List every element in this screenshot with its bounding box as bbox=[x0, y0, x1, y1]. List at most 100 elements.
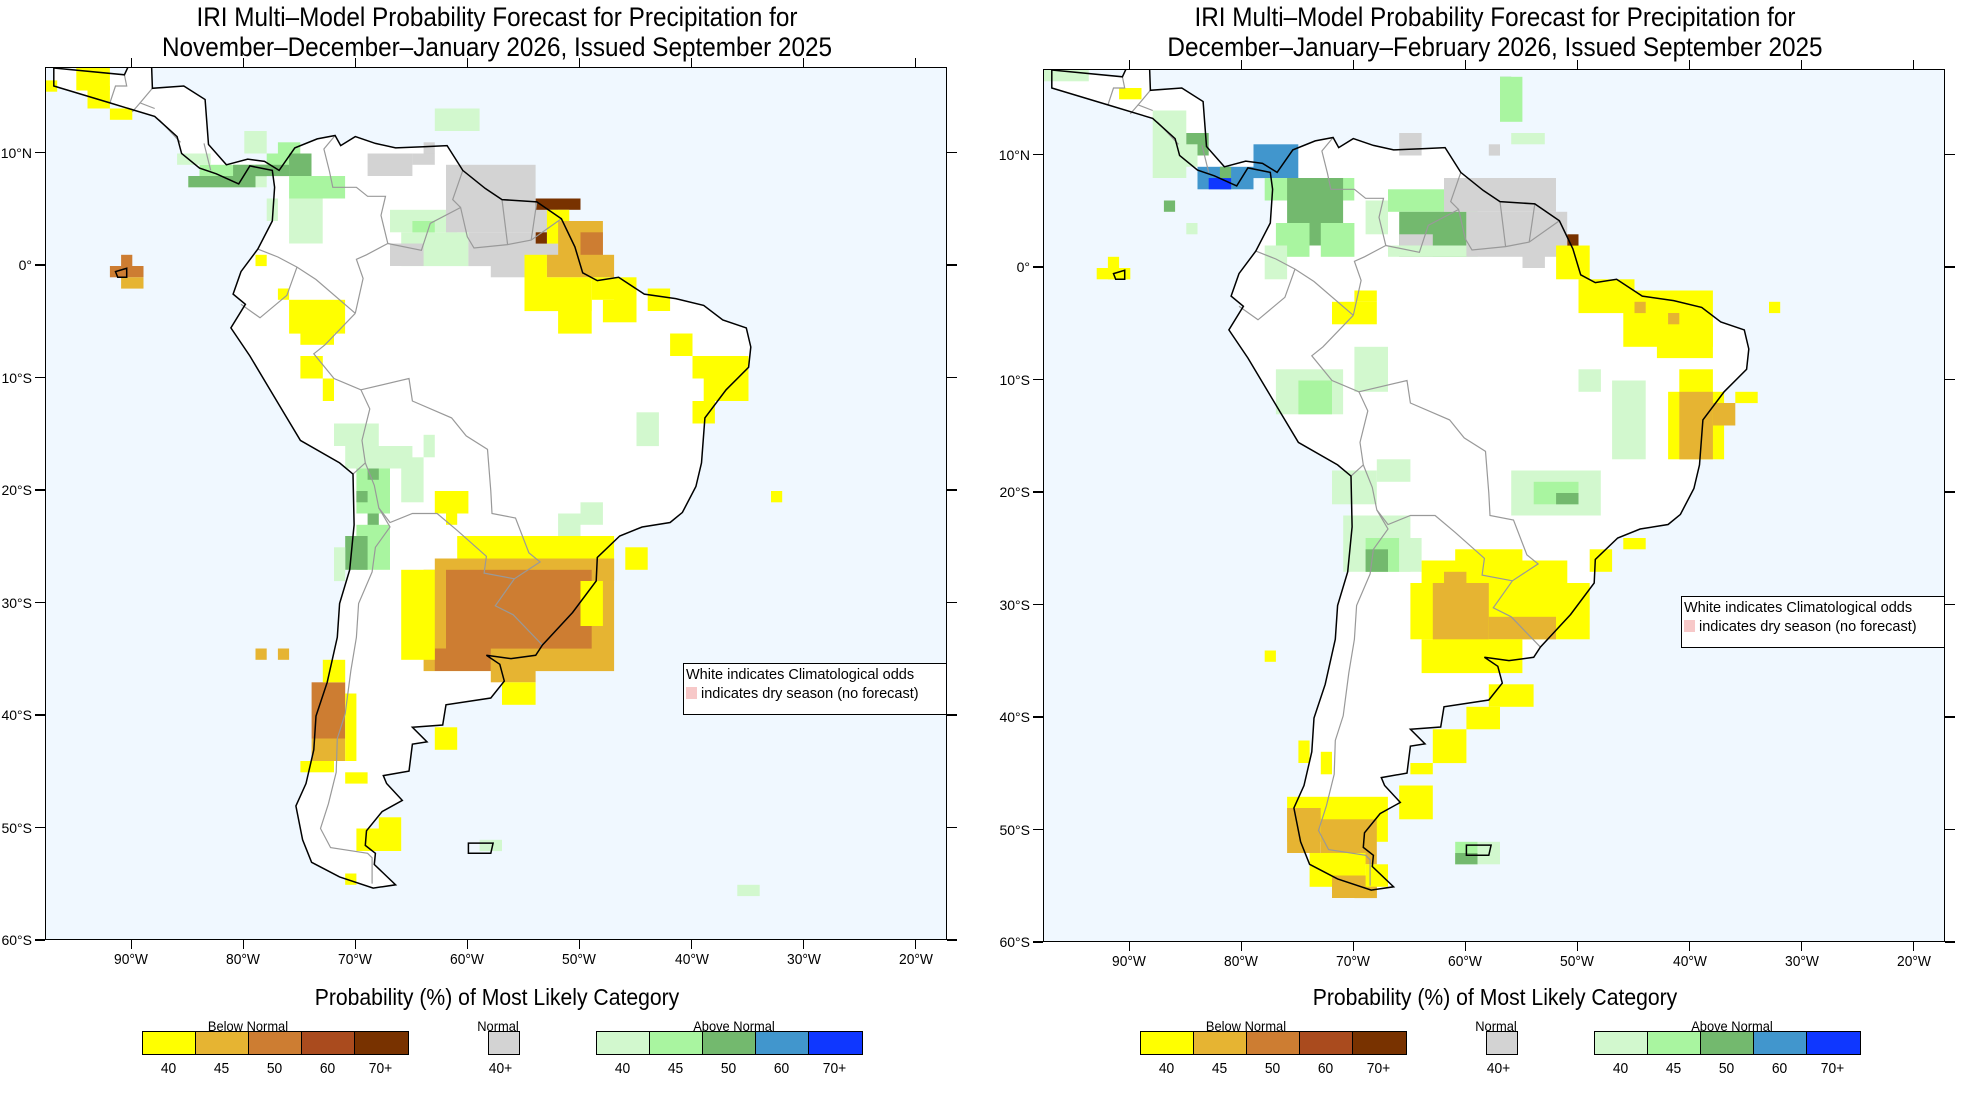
forecast-cell-normal bbox=[1399, 133, 1422, 156]
map-title: IRI Multi–Model Probability Forecast for… bbox=[50, 2, 945, 62]
lat-tick bbox=[947, 601, 957, 604]
forecast-cell-above-normal bbox=[177, 153, 211, 165]
forecast-cell-above-normal bbox=[1455, 853, 1478, 865]
forecast-cell-above-normal bbox=[334, 423, 379, 446]
above-normal-colorbar bbox=[596, 1031, 863, 1055]
forecast-cell-below-normal bbox=[1712, 403, 1736, 426]
forecast-cell-below-normal bbox=[1287, 808, 1321, 853]
forecast-cell-above-normal bbox=[1264, 245, 1288, 280]
climatology-note: White indicates Climatological odds indi… bbox=[1681, 596, 1944, 648]
forecast-cell-above-normal bbox=[345, 446, 413, 469]
country-border bbox=[1385, 208, 1560, 253]
below-normal-swatch bbox=[1247, 1032, 1300, 1054]
country-border bbox=[323, 135, 389, 314]
below-normal-swatch bbox=[1141, 1032, 1194, 1054]
above-normal-swatch bbox=[703, 1032, 756, 1054]
forecast-cell-above-normal bbox=[636, 412, 659, 447]
above-normal-tick-label: 45 bbox=[1665, 1060, 1682, 1077]
lat-tick bbox=[1945, 378, 1955, 381]
dry-season-swatch bbox=[1684, 620, 1695, 632]
lat-tick bbox=[1033, 266, 1043, 268]
forecast-cell-below-normal bbox=[625, 547, 648, 570]
below-normal-swatch bbox=[196, 1032, 249, 1054]
below-normal-tick-label: 45 bbox=[1211, 1060, 1228, 1077]
lon-tick bbox=[578, 58, 581, 67]
lat-tick bbox=[35, 376, 45, 379]
note-line-1: White indicates Climatological odds bbox=[1684, 600, 1913, 616]
lon-tick bbox=[1688, 942, 1691, 951]
normal-swatch bbox=[1487, 1032, 1517, 1054]
lat-label: 50°S bbox=[999, 821, 1030, 838]
lat-tick bbox=[35, 826, 45, 829]
forecast-cell-below-normal bbox=[345, 772, 368, 784]
forecast-cell-above-normal bbox=[1500, 76, 1523, 122]
lat-tick bbox=[1945, 603, 1955, 606]
normal-colorbar bbox=[488, 1031, 520, 1055]
country-border bbox=[240, 266, 298, 319]
map-title: IRI Multi–Model Probability Forecast for… bbox=[1048, 2, 1943, 62]
colorbar-title: Probability (%) of Most Likely Category bbox=[1312, 984, 1678, 1010]
forecast-cell-below-normal bbox=[535, 232, 547, 244]
forecast-cell-below-normal bbox=[401, 569, 435, 660]
country-border bbox=[319, 507, 391, 884]
forecast-cell-above-normal bbox=[1152, 110, 1187, 178]
above-normal-colorbar bbox=[1594, 1031, 1861, 1055]
forecast-cell-above-normal bbox=[244, 131, 267, 154]
forecast-cell-below-normal bbox=[1410, 763, 1433, 775]
lat-tick bbox=[1945, 153, 1955, 156]
forecast-cell-below-normal bbox=[1264, 650, 1276, 662]
lat-label: 60°S bbox=[1, 932, 32, 948]
country-border bbox=[1107, 76, 1126, 106]
lat-label: 20°S bbox=[999, 484, 1030, 500]
forecast-cell-above-normal bbox=[334, 547, 346, 582]
forecast-panel-djf: IRI Multi–Model Probability Forecast for… bbox=[998, 0, 1988, 1104]
forecast-cell-below-normal bbox=[300, 333, 334, 345]
above-normal-swatch bbox=[809, 1032, 862, 1054]
title-line-2: December–January–February 2026, Issued S… bbox=[1167, 32, 1823, 62]
forecast-cell-above-normal bbox=[1399, 538, 1422, 572]
lon-tick bbox=[130, 940, 133, 949]
forecast-cell-below-normal bbox=[76, 68, 110, 91]
below-normal-tick-label: 50 bbox=[1264, 1060, 1281, 1077]
climatology-note: White indicates Climatological odds indi… bbox=[683, 663, 946, 715]
forecast-cell-below-normal bbox=[647, 288, 671, 311]
forecast-cell-below-normal bbox=[1656, 324, 1713, 359]
lon-label: 60°W bbox=[1448, 953, 1483, 970]
forecast-cell-above-normal bbox=[479, 839, 502, 852]
below-normal-tick-label: 50 bbox=[266, 1060, 283, 1077]
above-normal-tick-label: 40 bbox=[614, 1060, 631, 1077]
forecast-cell-below-normal bbox=[1488, 684, 1534, 707]
forecast-cell-normal bbox=[423, 142, 435, 154]
forecast-cell-below-normal bbox=[322, 659, 346, 683]
above-normal-swatch bbox=[650, 1032, 703, 1054]
forecast-cell-below-normal bbox=[46, 80, 58, 92]
forecast-cell-below-normal bbox=[345, 693, 357, 761]
below-normal-colorbar bbox=[1140, 1031, 1407, 1055]
lat-tick bbox=[1945, 716, 1955, 718]
forecast-cell-above-normal bbox=[1511, 133, 1545, 145]
lon-label: 80°W bbox=[226, 951, 261, 968]
forecast-cell-below-normal bbox=[771, 491, 783, 503]
forecast-cell-below-normal bbox=[300, 356, 323, 379]
forecast-cell-below-normal bbox=[1466, 706, 1500, 730]
lat-tick bbox=[35, 939, 45, 941]
normal-colorbar bbox=[1486, 1031, 1518, 1055]
country-border bbox=[1499, 201, 1507, 247]
lat-label: 10°S bbox=[1, 369, 32, 386]
lat-tick bbox=[947, 264, 957, 266]
country-border bbox=[360, 377, 543, 646]
below-normal-swatch bbox=[355, 1032, 408, 1054]
forecast-cell-above-normal bbox=[1332, 470, 1377, 505]
lat-label: 0° bbox=[1016, 259, 1030, 275]
lon-tick bbox=[1352, 942, 1355, 951]
lon-label: 40°W bbox=[1672, 953, 1707, 970]
lon-tick bbox=[690, 940, 693, 949]
above-normal-tick-label: 40 bbox=[1612, 1060, 1629, 1077]
forecast-cell-normal bbox=[1466, 211, 1568, 257]
lon-label: 40°W bbox=[674, 951, 709, 968]
normal-ticks: 40+ bbox=[1472, 1060, 1525, 1077]
lat-tick bbox=[1033, 378, 1043, 381]
lat-tick bbox=[1945, 941, 1955, 943]
forecast-cell-above-normal bbox=[737, 884, 760, 897]
lon-tick bbox=[578, 940, 581, 949]
